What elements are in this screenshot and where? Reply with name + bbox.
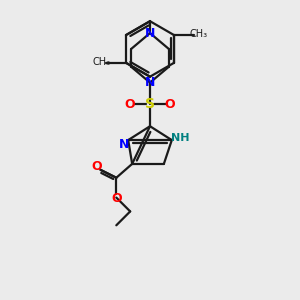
Text: N: N: [119, 138, 129, 151]
Text: S: S: [145, 98, 155, 111]
Text: CH₃: CH₃: [190, 29, 208, 39]
Text: O: O: [125, 98, 136, 111]
Text: N: N: [145, 27, 155, 40]
Text: O: O: [164, 98, 175, 111]
Text: N: N: [145, 76, 155, 89]
Text: O: O: [91, 160, 102, 173]
Text: O: O: [111, 192, 122, 205]
Text: NH: NH: [172, 133, 190, 143]
Text: CH₃: CH₃: [92, 57, 110, 67]
